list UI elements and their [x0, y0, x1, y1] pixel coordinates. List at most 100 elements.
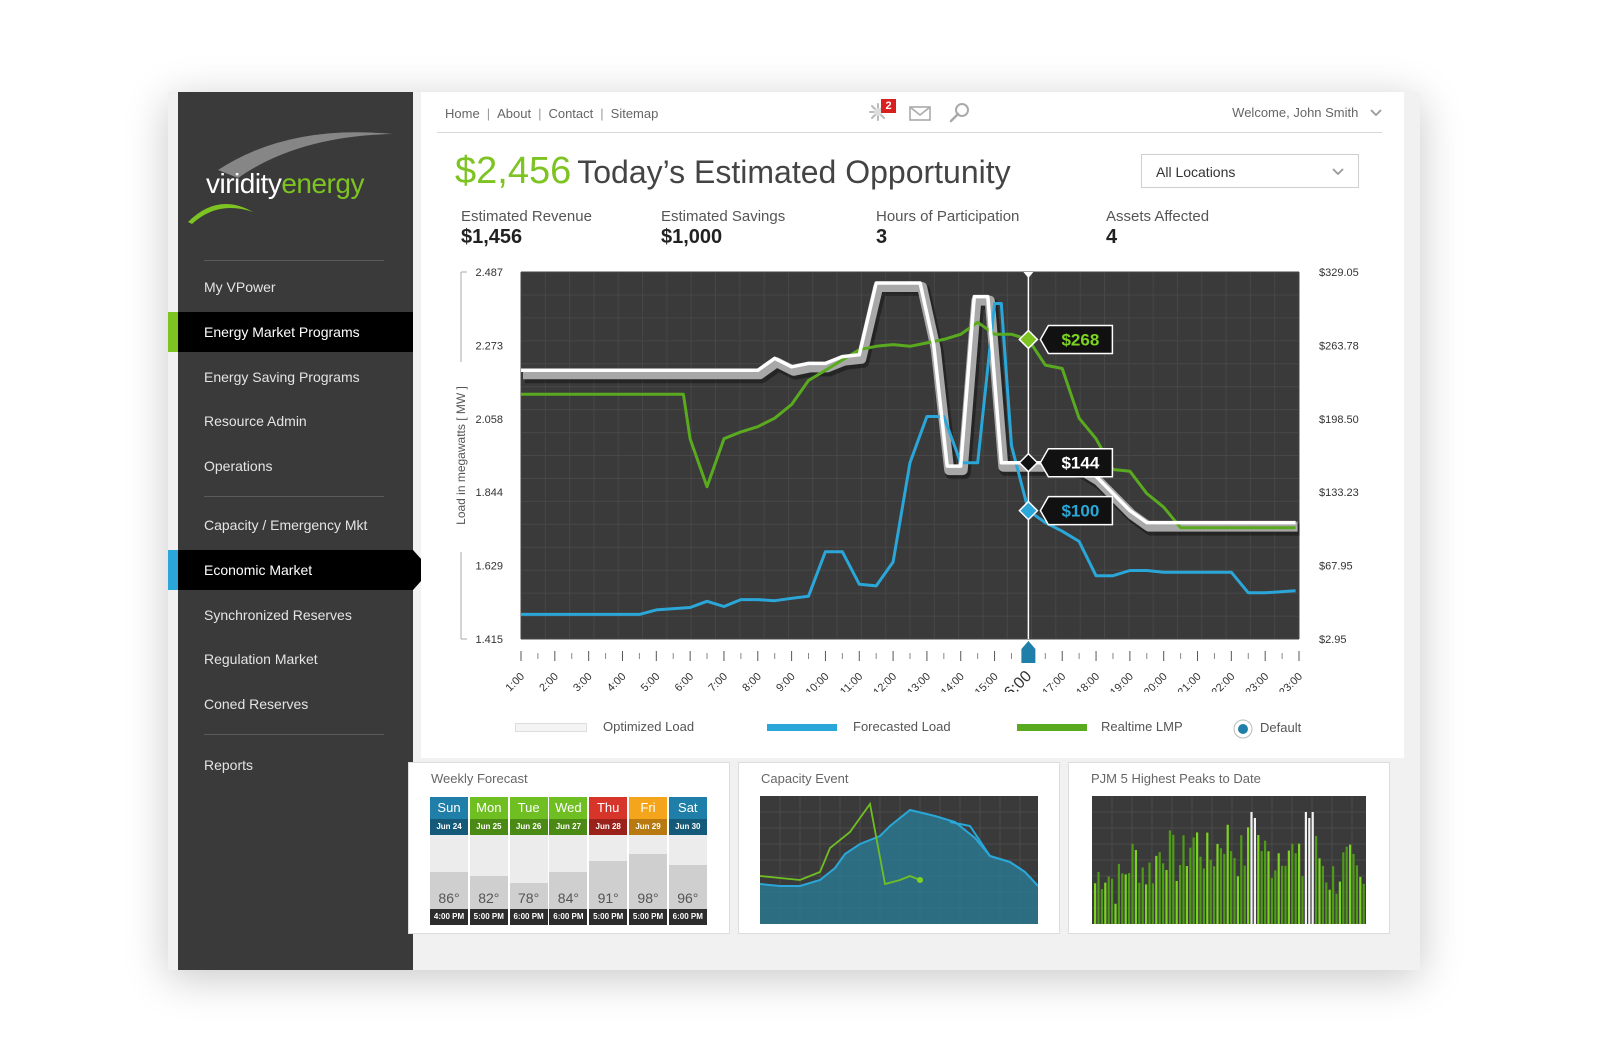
- pjm-bar: [1111, 878, 1114, 924]
- link-contact[interactable]: Contact: [548, 106, 594, 121]
- day-name: Thu: [589, 797, 628, 819]
- forecast-day[interactable]: Mon Jun 25 82° 5:00 PM: [469, 797, 508, 925]
- pjm-bar: [1219, 848, 1222, 924]
- top-links: Home | About | Contact | Sitemap: [445, 105, 658, 123]
- legend-swatch: [1017, 724, 1087, 732]
- callout-marker: [1018, 500, 1039, 521]
- pjm-bar: [1158, 852, 1161, 924]
- pjm-bar: [1189, 847, 1192, 924]
- day-temperature: 86°: [438, 890, 460, 906]
- stat-label: Hours of Participation: [876, 208, 1020, 225]
- legend-default[interactable]: Default: [1233, 719, 1301, 739]
- nav-energy-market-programs[interactable]: Energy Market Programs: [168, 312, 413, 352]
- x-tick-label: 9:00: [774, 671, 798, 692]
- user-menu[interactable]: Welcome, John Smith: [1232, 105, 1382, 120]
- chevron-down-icon: [1370, 109, 1382, 117]
- nav-coned-reserves[interactable]: Coned Reserves: [204, 696, 309, 712]
- nav-operations[interactable]: Operations: [204, 458, 273, 474]
- logo-word-2: energy: [281, 168, 364, 199]
- x-tick-label: 2:00: [537, 671, 561, 692]
- opportunity-amount: $2,456: [455, 150, 572, 192]
- legend-optimized[interactable]: Optimized Load: [515, 719, 694, 734]
- stat-hours: Hours of Participation 3: [876, 208, 1019, 249]
- pjm-bar: [1134, 850, 1137, 924]
- forecast-day[interactable]: Sat Jun 30 96° 6:00 PM: [668, 797, 707, 925]
- temp-level: [469, 875, 508, 909]
- nav-reports[interactable]: Reports: [204, 757, 254, 773]
- callout-label: $100: [1061, 502, 1099, 521]
- pjm-bar: [1318, 858, 1321, 924]
- day-name: Mon: [469, 797, 508, 819]
- nav-divider: [204, 496, 384, 497]
- pjm-bar: [1253, 818, 1256, 924]
- opportunity-title: Today’s Estimated Opportunity: [577, 154, 1011, 190]
- stat-label: Estimated Revenue: [461, 208, 592, 225]
- stat-value: $1,456: [461, 226, 523, 248]
- stat-savings: Estimated Savings $1,000: [661, 208, 785, 249]
- temp-area: [469, 835, 508, 909]
- forecast-day[interactable]: Wed Jun 27 84° 6:00 PM: [549, 797, 588, 925]
- nav-resource-admin[interactable]: Resource Admin: [204, 413, 307, 429]
- forecast-day[interactable]: Thu Jun 28 91° 5:00 PM: [589, 797, 628, 925]
- x-tick-label: 11:00: [838, 671, 865, 692]
- search-icon[interactable]: [947, 100, 973, 126]
- logo-text: viridityenergy: [206, 168, 364, 200]
- nav-energy-saving-programs[interactable]: Energy Saving Programs: [204, 369, 360, 385]
- legend-lmp[interactable]: Realtime LMP: [1017, 719, 1183, 734]
- mail-icon[interactable]: [907, 100, 933, 126]
- pjm-bar: [1121, 873, 1124, 924]
- pjm-bar: [1117, 863, 1120, 924]
- legend-label: Default: [1260, 720, 1302, 736]
- pjm-bar: [1209, 859, 1212, 924]
- link-about[interactable]: About: [497, 106, 532, 121]
- pjm-bar: [1345, 846, 1348, 924]
- stat-assets: Assets Affected 4: [1106, 208, 1209, 249]
- forecast-day[interactable]: Tue Jun 26 78° 6:00 PM: [509, 797, 548, 925]
- x-tick-label: 14:00: [939, 671, 967, 692]
- pjm-bar: [1097, 871, 1100, 924]
- day-temperature: 98°: [637, 890, 659, 906]
- nav-synchronized-reserves[interactable]: Synchronized Reserves: [204, 607, 352, 623]
- pjm-bar: [1141, 867, 1144, 924]
- forecast-day[interactable]: Sun Jun 24 86° 4:00 PM: [430, 797, 468, 925]
- day-peak-time: 6:00 PM: [668, 909, 707, 925]
- temp-area: [509, 835, 548, 909]
- pjm-bar: [1274, 870, 1277, 924]
- pjm-bar: [1233, 857, 1236, 924]
- alert-icon[interactable]: 2: [867, 99, 896, 126]
- cursor-top-marker: [1023, 272, 1034, 278]
- pjm-bar: [1162, 863, 1165, 924]
- nav-my-vpower[interactable]: My VPower: [204, 279, 276, 295]
- pjm-bar: [1226, 824, 1229, 924]
- forecasted-load-line: [521, 302, 1296, 616]
- day-temperature: 91°: [597, 890, 619, 906]
- x-tick-label: 22:00: [1210, 671, 1238, 692]
- pjm-mini-chart: [1092, 796, 1366, 924]
- pjm-bar: [1267, 851, 1270, 924]
- pjm-bar: [1247, 827, 1250, 924]
- link-home[interactable]: Home: [445, 106, 480, 121]
- day-peak-time: 5:00 PM: [589, 909, 628, 925]
- pjm-bar: [1277, 853, 1280, 924]
- legend-forecasted[interactable]: Forecasted Load: [767, 719, 951, 734]
- day-name: Sun: [430, 797, 468, 819]
- day-date: Jun 27: [549, 819, 588, 835]
- weekly-forecast-panel: Weekly Forecast Sun Jun 24 86° 4:00 PM Mon Ju…: [408, 762, 730, 934]
- pjm-bar: [1100, 889, 1103, 924]
- pjm-bar: [1182, 835, 1185, 924]
- nav-economic-market[interactable]: Economic Market: [168, 550, 431, 590]
- pjm-bar: [1114, 903, 1117, 924]
- pjm-bar: [1342, 852, 1345, 924]
- nav-capacity-emergency[interactable]: Capacity / Emergency Mkt: [204, 517, 368, 533]
- day-temperature: 96°: [677, 890, 699, 906]
- forecast-day[interactable]: Fri Jun 29 98° 5:00 PM: [629, 797, 667, 925]
- location-value: All Locations: [1156, 164, 1236, 180]
- location-select[interactable]: All Locations: [1141, 154, 1359, 188]
- y2-tick-label: $2.95: [1319, 634, 1347, 646]
- link-sitemap[interactable]: Sitemap: [610, 106, 659, 121]
- pjm-bar: [1107, 876, 1110, 924]
- nav-regulation-market[interactable]: Regulation Market: [204, 651, 318, 667]
- pjm-bar: [1281, 865, 1284, 924]
- load-chart[interactable]: Load in megawatts [ MW ] 2.487 2.273 2.058 1…: [421, 262, 1404, 692]
- pjm-bar: [1359, 876, 1362, 924]
